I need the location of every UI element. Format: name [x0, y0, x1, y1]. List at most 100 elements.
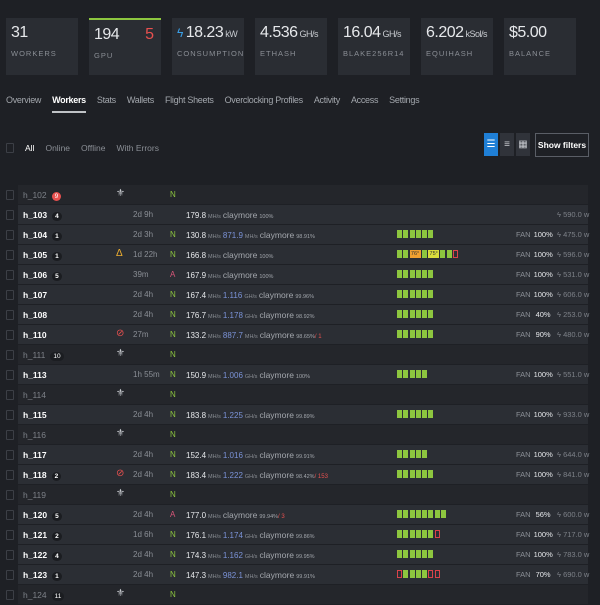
row-checkbox[interactable]: [6, 450, 14, 460]
hashrate-unit: MH/s: [208, 554, 221, 560]
row-checkbox[interactable]: [6, 270, 14, 280]
stat-number: 4.536: [260, 24, 298, 41]
grid-view-icon[interactable]: ▦: [516, 133, 530, 156]
row-checkbox[interactable]: [6, 210, 14, 220]
worker-row[interactable]: h_102 9 ⚜ N: [0, 185, 600, 205]
worker-row[interactable]: h_104 1 2d 3h N 130.8 MH/s 871.9 MH/s claymore 98…: [0, 225, 600, 245]
row-checkbox[interactable]: [6, 330, 14, 340]
worker-row[interactable]: h_114 ⚜ N: [0, 385, 600, 405]
worker-name[interactable]: h_119: [23, 490, 46, 500]
worker-row[interactable]: h_111 10 ⚜ N: [0, 345, 600, 365]
worker-row[interactable]: h_117 2d 4h N 152.4 MH/s 1.016 GH/s claymore 99.…: [0, 445, 600, 465]
worker-name-text: h_104: [23, 230, 48, 240]
worker-row[interactable]: h_119 ⚜ N: [0, 485, 600, 505]
row-checkbox[interactable]: [6, 370, 14, 380]
worker-name[interactable]: h_108: [23, 310, 47, 320]
filter-offline[interactable]: Offline: [81, 143, 106, 153]
worker-name[interactable]: h_123 1: [23, 570, 62, 581]
row-checkbox[interactable]: [6, 530, 14, 540]
stat-card-ethash: 4.536 GH/s ETHASH: [255, 18, 327, 75]
row-checkbox[interactable]: [6, 390, 14, 400]
tab-overview[interactable]: Overview: [6, 95, 42, 105]
worker-row[interactable]: h_105 1 Δ 1d 22h N 166.8 MH/s claymore 100% 76° 75…: [0, 245, 600, 265]
select-all-checkbox[interactable]: [6, 143, 14, 153]
filter-all[interactable]: All: [25, 143, 35, 153]
worker-row[interactable]: h_108 2d 4h N 176.7 MH/s 1.178 GH/s claymore 98.…: [0, 305, 600, 325]
stat-unit: GH/s: [382, 29, 402, 39]
worker-row[interactable]: h_122 4 2d 4h N 174.3 MH/s 1.162 GH/s claymore 99…: [0, 545, 600, 565]
row-checkbox[interactable]: [6, 490, 14, 500]
show-filters-button[interactable]: Show filters: [535, 133, 589, 157]
filter-with-errors[interactable]: With Errors: [116, 143, 159, 153]
worker-row[interactable]: h_107 2d 4h N 167.4 MH/s 1.116 GH/s claymore 99.…: [0, 285, 600, 305]
gpu-ok-cell: [441, 510, 447, 518]
worker-row[interactable]: h_118 2 ⊘ 2d 4h N 183.4 MH/s 1.222 GH/s claymore 9…: [0, 465, 600, 485]
worker-name[interactable]: h_115: [23, 410, 47, 420]
list-view-icon[interactable]: ☰: [484, 133, 498, 156]
worker-name[interactable]: h_114: [23, 390, 46, 400]
row-checkbox[interactable]: [6, 290, 14, 300]
worker-row[interactable]: h_124 11 ⚜ N: [0, 585, 600, 605]
worker-name[interactable]: h_121 2: [23, 530, 62, 541]
row-checkbox[interactable]: [6, 350, 14, 360]
worker-row[interactable]: h_121 2 1d 6h N 176.1 MH/s 1.174 GH/s claymore 99…: [0, 525, 600, 545]
row-checkbox[interactable]: [6, 230, 14, 240]
stat-card-balance: $5.00 BALANCE: [504, 18, 576, 75]
worker-row[interactable]: h_123 1 2d 4h N 147.3 MH/s 982.1 MH/s claymore 99…: [0, 565, 600, 585]
worker-name[interactable]: h_116: [23, 430, 46, 440]
tab-settings[interactable]: Settings: [389, 95, 420, 105]
worker-name[interactable]: h_124 11: [23, 590, 65, 601]
worker-row[interactable]: h_116 ⚜ N: [0, 425, 600, 445]
row-checkbox[interactable]: [6, 310, 14, 320]
tab-overclocking-profiles[interactable]: Overclocking Profiles: [224, 95, 304, 105]
row-checkbox[interactable]: [6, 190, 14, 200]
share-percent: 100%: [259, 254, 274, 260]
worker-row[interactable]: h_115 2d 4h N 183.8 MH/s 1.225 GH/s claymore 99.…: [0, 405, 600, 425]
worker-name[interactable]: h_113: [23, 370, 47, 380]
worker-name[interactable]: h_103 4: [23, 210, 62, 221]
row-checkbox[interactable]: [6, 590, 14, 600]
worker-name[interactable]: h_122 4: [23, 550, 62, 561]
worker-name[interactable]: h_102 9: [23, 190, 62, 201]
row-checkbox[interactable]: [6, 510, 14, 520]
hashrate-unit: MH/s: [208, 214, 221, 220]
worker-name-text: h_106: [23, 270, 48, 280]
tab-wallets[interactable]: Wallets: [126, 95, 154, 105]
status-indicator: N: [170, 470, 176, 479]
worker-name[interactable]: h_117: [23, 450, 47, 460]
worker-name[interactable]: h_107: [23, 290, 47, 300]
fan-label: FAN: [516, 450, 531, 459]
row-checkbox[interactable]: [6, 250, 14, 260]
worker-row[interactable]: h_106 5 39m A 167.9 MH/s claymore 100% FAN 100% ϟ …: [0, 265, 600, 285]
power-usage: ϟ 531.0 w: [557, 270, 589, 279]
tab-activity[interactable]: Activity: [313, 95, 340, 105]
offline-icon: ⚜: [116, 348, 125, 359]
row-checkbox[interactable]: [6, 470, 14, 480]
worker-row[interactable]: h_103 4 2d 9h 179.8 MH/s claymore 100% ϟ 590.0 …: [0, 205, 600, 225]
worker-name[interactable]: h_110: [23, 330, 47, 340]
miner-name: claymore: [259, 330, 295, 340]
row-checkbox[interactable]: [6, 570, 14, 580]
filter-online[interactable]: Online: [45, 143, 71, 153]
worker-name[interactable]: h_111 10: [23, 350, 64, 361]
tab-stats[interactable]: Stats: [96, 95, 116, 105]
worker-name[interactable]: h_106 5: [23, 270, 62, 281]
worker-row[interactable]: h_113 1h 55m N 150.9 MH/s 1.006 GH/s claymore 10…: [0, 365, 600, 385]
gpu-error-cell: [434, 530, 440, 538]
worker-name[interactable]: h_104 1: [23, 230, 62, 241]
row-checkbox[interactable]: [6, 430, 14, 440]
tab-access[interactable]: Access: [350, 95, 379, 105]
worker-row[interactable]: h_110 ⊘ 27m N 133.2 MH/s 887.7 MH/s claymore 98.6…: [0, 325, 600, 345]
worker-name[interactable]: h_118 2: [23, 470, 62, 481]
compact-list-view-icon[interactable]: ≡: [500, 133, 514, 156]
row-checkbox[interactable]: [6, 550, 14, 560]
worker-name[interactable]: h_120 5: [23, 510, 62, 521]
row-checkbox[interactable]: [6, 410, 14, 420]
fan-speed: FAN 100%: [516, 270, 553, 279]
share-percent: 99.89%: [295, 414, 315, 420]
tab-flight-sheets[interactable]: Flight Sheets: [164, 95, 214, 105]
worker-name[interactable]: h_105 1: [23, 250, 62, 261]
stat-value: $5.00: [509, 24, 571, 42]
tab-workers[interactable]: Workers: [52, 95, 86, 113]
worker-row[interactable]: h_120 5 2d 4h A 177.0 MH/s claymore 99.94%/ 3 FA…: [0, 505, 600, 525]
